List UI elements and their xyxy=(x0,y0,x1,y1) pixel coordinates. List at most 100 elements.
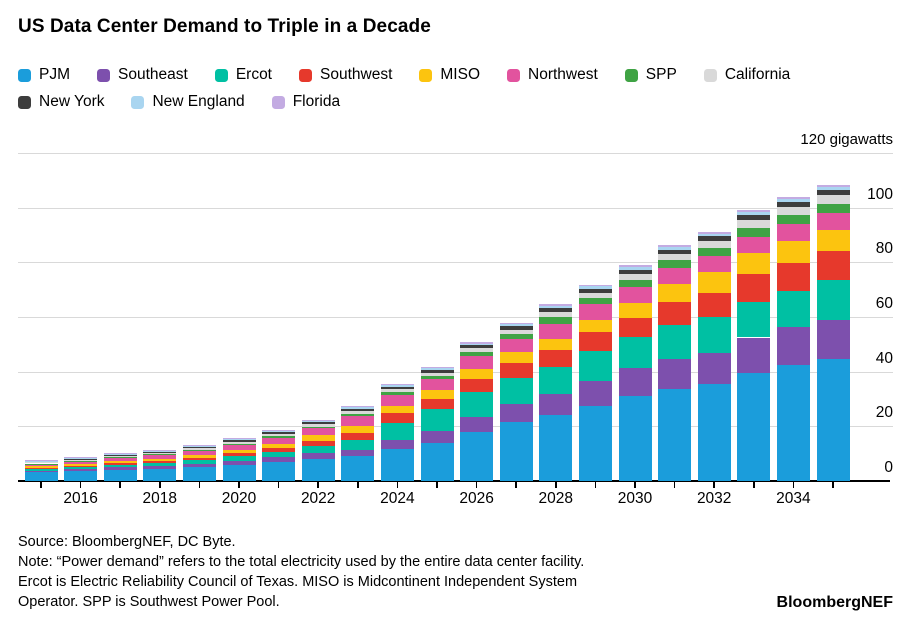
x-tick-label-2016: 2016 xyxy=(63,490,98,507)
bar-2018-new-england xyxy=(143,450,177,452)
bar-2024-new-england xyxy=(380,385,414,387)
legend-label: Ercot xyxy=(235,66,272,83)
bar-2032-florida xyxy=(697,231,731,234)
bar-2028-northwest xyxy=(539,323,573,339)
bar-2027-northwest xyxy=(499,338,533,353)
bar-2017-california xyxy=(103,455,137,458)
bar-2018-spp xyxy=(143,454,177,456)
bar-2015-spp xyxy=(24,463,58,465)
bar-2019-florida xyxy=(182,445,216,446)
bar-2021-northwest xyxy=(262,437,296,444)
bar-2015-southwest xyxy=(24,467,58,469)
bar-2019-pjm xyxy=(182,467,216,481)
bar-2017-southeast xyxy=(103,467,137,470)
x-tick-2021 xyxy=(277,482,280,488)
bar-2027-southwest xyxy=(499,363,533,379)
y-tick-label-80: 80 xyxy=(875,240,893,258)
x-tick-label-2032: 2032 xyxy=(696,490,732,507)
bar-2031-spp xyxy=(658,260,692,269)
bar-2033-southeast xyxy=(737,337,771,374)
bar-2020-new-england xyxy=(222,439,256,441)
bar-2017-florida xyxy=(103,453,137,454)
bar-2023-southwest xyxy=(341,433,375,441)
x-tick-2017 xyxy=(119,482,121,488)
bar-2015-miso xyxy=(24,465,58,468)
bar-2020-spp xyxy=(222,443,256,446)
bar-2033-miso xyxy=(737,253,771,275)
bar-2024-northwest xyxy=(380,394,414,406)
legend-swatch-icon xyxy=(624,68,638,82)
bar-2022-new-england xyxy=(301,421,335,423)
y-tick-label-0: 0 xyxy=(884,459,893,476)
x-tick-label-2018: 2018 xyxy=(142,490,178,507)
bar-2022-southwest xyxy=(301,440,335,446)
bar-2029-ercot xyxy=(578,350,612,381)
x-tick-label-2028: 2028 xyxy=(538,490,574,507)
bar-2022-ercot xyxy=(301,445,335,454)
bar-2030-new-england xyxy=(618,267,652,270)
bar-2025-new-york xyxy=(420,370,454,373)
bar-2026-new-york xyxy=(460,345,494,349)
bar-2029-miso xyxy=(578,320,612,333)
legend-item-spp: SPP xyxy=(624,66,677,84)
legend-swatch-icon xyxy=(507,68,521,82)
bar-2028-southeast xyxy=(539,394,573,415)
bar-2027-pjm xyxy=(499,422,533,481)
bar-2034-new-england xyxy=(776,199,810,202)
bar-2025-miso xyxy=(420,390,454,399)
bar-2024-florida xyxy=(380,383,414,386)
legend-item-pjm: PJM xyxy=(18,66,70,84)
bar-2026-california xyxy=(460,348,494,353)
bar-2027-spp xyxy=(499,334,533,339)
bar-2023-florida xyxy=(341,406,375,408)
bar-2015-pjm xyxy=(24,472,58,481)
bar-2033-new-england xyxy=(737,212,771,215)
bar-2028-ercot xyxy=(539,367,573,395)
bar-2015-new-york xyxy=(24,461,58,463)
bar-2028-florida xyxy=(539,304,573,306)
bar-2016-miso xyxy=(64,463,98,466)
bar-2024-new-york xyxy=(380,386,414,390)
bar-2023-california xyxy=(341,411,375,414)
bar-2016-california xyxy=(64,459,98,462)
bar-2035-new-york xyxy=(816,189,850,196)
bar-2026-ercot xyxy=(460,392,494,418)
bar-2024-southeast xyxy=(380,440,414,450)
bar-2032-miso xyxy=(697,272,731,293)
bar-2020-northwest xyxy=(222,445,256,450)
x-tick-2015 xyxy=(40,482,42,488)
bar-2018-miso xyxy=(143,458,177,462)
bar-2018-new-york xyxy=(143,451,177,453)
bar-2032-southeast xyxy=(697,352,731,384)
bar-2035-northwest xyxy=(816,213,850,230)
bar-2016-new-england xyxy=(64,457,98,459)
bar-2032-new-england xyxy=(697,233,731,237)
legend-item-new-england: New England xyxy=(131,93,245,111)
bar-2029-southwest xyxy=(578,332,612,351)
bar-2035-california xyxy=(816,195,850,204)
bar-2032-southwest xyxy=(697,292,731,317)
bar-2030-california xyxy=(618,273,652,280)
bar-2029-spp xyxy=(578,297,612,305)
bar-2017-northwest xyxy=(103,458,137,461)
bar-2032-california xyxy=(697,241,731,249)
bar-2030-florida xyxy=(618,265,652,268)
bar-2021-california xyxy=(262,434,296,437)
bar-2025-ercot xyxy=(420,409,454,432)
x-tick-2031 xyxy=(673,482,676,488)
bar-2024-california xyxy=(380,389,414,393)
bar-2030-southwest xyxy=(618,317,652,337)
legend-swatch-icon xyxy=(214,68,228,82)
bar-2021-new-york xyxy=(262,432,296,435)
bar-2028-southwest xyxy=(539,350,573,368)
bar-2029-florida xyxy=(578,284,612,287)
bar-2034-northwest xyxy=(776,224,810,241)
bar-2035-new-england xyxy=(816,187,850,190)
x-tick-label-2024: 2024 xyxy=(380,490,415,507)
y-tick-label-20: 20 xyxy=(875,404,893,422)
legend-swatch-icon xyxy=(703,68,717,82)
legend-swatch-icon xyxy=(271,95,285,109)
bar-2017-ercot xyxy=(103,464,137,468)
bar-2021-spp xyxy=(262,436,296,438)
x-tick-2016 xyxy=(79,482,82,488)
